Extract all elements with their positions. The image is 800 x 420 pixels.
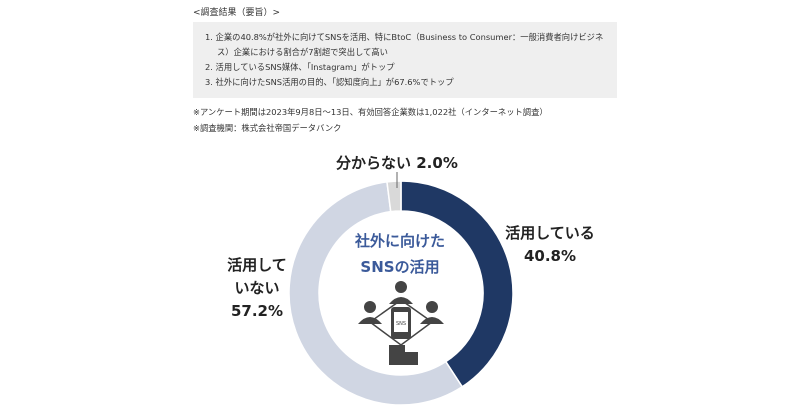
people-network-sns-phone-icon: SNS bbox=[358, 281, 444, 365]
summary-item: 3. 社外に向けたSNS活用の目的、「認知度向上」が67.6%でトップ bbox=[205, 77, 454, 87]
summary-box: 1. 企業の40.8%が社外に向けてSNSを活用、特にBtoC（Business… bbox=[193, 22, 617, 98]
svg-text:SNS: SNS bbox=[396, 321, 406, 327]
summary-item: ス）企業における割合が7割超で突出して高い bbox=[217, 47, 388, 57]
survey-period-note: ※アンケート期間は2023年9月8日～13日、有効回答企業数は1,022社（イン… bbox=[193, 107, 548, 117]
summary-heading: <調査結果（要旨）> bbox=[193, 8, 281, 18]
label-unknown: 分からない 2.0% bbox=[336, 154, 458, 172]
donut-slice-2 bbox=[386, 180, 402, 213]
center-title: 社外に向けた SNSの活用 bbox=[354, 232, 445, 276]
summary-item: 2. 活用しているSNS媒体、「Instagram」がトップ bbox=[205, 62, 395, 72]
survey-org-note: ※調査機関：株式会社帝国データバンク bbox=[193, 123, 342, 133]
label-using: 活用している 40.8% bbox=[505, 224, 595, 265]
donut-slice-1 bbox=[288, 181, 464, 406]
label-not-using: 活用して いない 57.2% bbox=[227, 256, 287, 320]
donut-slice-0 bbox=[400, 180, 514, 388]
summary-item: 1. 企業の40.8%が社外に向けてSNSを活用、特にBtoC（Business… bbox=[205, 32, 604, 42]
